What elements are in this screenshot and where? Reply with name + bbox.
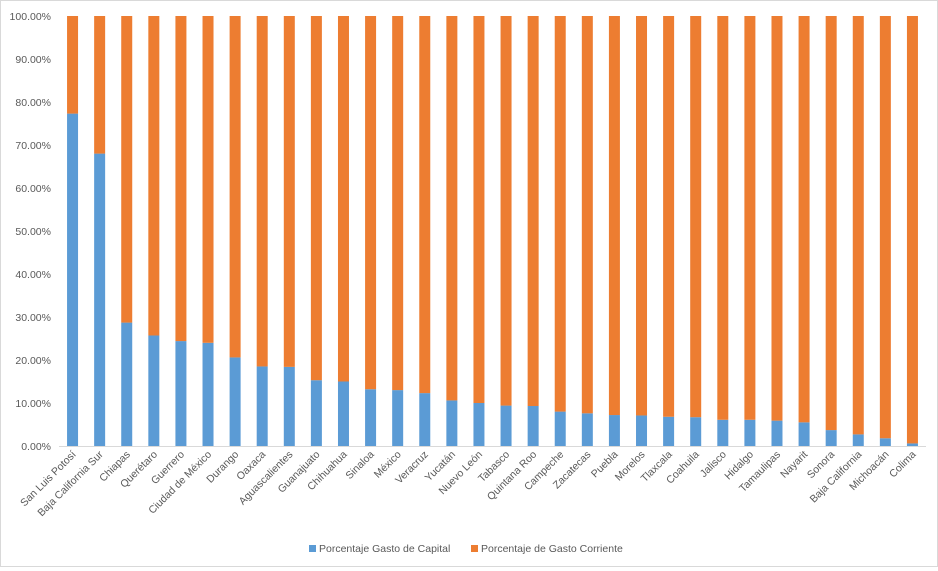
bar-corriente — [771, 16, 783, 421]
bar-corriente — [554, 16, 566, 412]
x-tick-label: Colima — [887, 449, 919, 481]
bar-capital — [744, 419, 756, 446]
bar-capital — [554, 411, 566, 446]
bar-corriente — [608, 16, 620, 416]
legend: Porcentaje Gasto de Capital Porcentaje de… — [309, 543, 623, 555]
bar-capital — [67, 113, 79, 447]
legend-label: Porcentaje de Gasto Corriente — [481, 543, 623, 555]
x-tick-label: Sinaloa — [343, 449, 376, 482]
y-tick-label: 90.00% — [15, 54, 51, 66]
bar-capital — [175, 341, 187, 446]
bar-capital — [636, 415, 648, 446]
y-tick-label: 100.00% — [10, 11, 51, 23]
bar-capital — [852, 434, 864, 446]
y-tick-label: 80.00% — [15, 97, 51, 109]
bar-corriente — [744, 16, 756, 420]
bar-corriente — [879, 16, 891, 439]
bar-corriente — [392, 16, 404, 391]
bar-corriente — [527, 16, 539, 407]
bar-capital — [446, 400, 458, 446]
bar-corriente — [663, 16, 675, 417]
bar-capital — [906, 443, 918, 446]
legend-label: Porcentaje Gasto de Capital — [319, 543, 450, 555]
legend-swatch — [309, 545, 316, 552]
bar-corriente — [202, 16, 214, 343]
y-tick-label: 60.00% — [15, 183, 51, 195]
bar-capital — [771, 420, 783, 446]
bar-capital — [94, 153, 106, 446]
legend-swatch — [471, 545, 478, 552]
bar-corriente — [365, 16, 377, 390]
bar-capital — [527, 406, 539, 446]
bar-capital — [581, 413, 593, 446]
bar-corriente — [581, 16, 593, 414]
bar-capital — [256, 366, 268, 446]
bar-corriente — [229, 16, 241, 358]
x-tick-label: Nayarit — [778, 449, 810, 481]
bar-corriente — [825, 16, 837, 431]
bar-corriente — [717, 16, 729, 420]
bar-corriente — [175, 16, 187, 342]
bar-capital — [121, 322, 133, 446]
y-tick-label: 40.00% — [15, 269, 51, 281]
y-tick-label: 30.00% — [15, 312, 51, 324]
y-axis: 0.00% 10.00% 20.00% 30.00% 40.00% 50.00% 60.00… — [10, 11, 51, 453]
y-tick-label: 70.00% — [15, 140, 51, 152]
bar-capital — [392, 390, 404, 446]
bar-corriente — [446, 16, 458, 401]
bar-capital — [608, 415, 620, 446]
bar-corriente — [852, 16, 864, 435]
bar-corriente — [67, 16, 79, 114]
bar-capital — [663, 416, 675, 446]
y-tick-label: 50.00% — [15, 226, 51, 238]
bar-capital — [879, 438, 891, 446]
bar-corriente — [500, 16, 512, 406]
bar-corriente — [94, 16, 106, 154]
y-tick-label: 20.00% — [15, 355, 51, 367]
bar-capital — [500, 405, 512, 446]
bar-corriente — [148, 16, 160, 336]
bar-capital — [690, 417, 702, 446]
bar-corriente — [283, 16, 295, 367]
y-tick-label: 10.00% — [15, 398, 51, 410]
bar-capital — [202, 342, 214, 446]
bar-corriente — [337, 16, 349, 382]
bars — [67, 16, 918, 447]
bar-capital — [473, 403, 485, 446]
bar-capital — [825, 430, 837, 446]
bar-capital — [148, 335, 160, 446]
bar-capital — [419, 393, 431, 446]
bar-capital — [283, 366, 295, 446]
bar-corriente — [798, 16, 810, 423]
bar-corriente — [690, 16, 702, 418]
bar-capital — [717, 419, 729, 446]
bar-corriente — [906, 16, 918, 444]
bar-capital — [337, 381, 349, 446]
bar-corriente — [636, 16, 648, 416]
bar-corriente — [121, 16, 133, 323]
bar-capital — [229, 357, 241, 446]
bar-corriente — [310, 16, 322, 381]
bar-corriente — [256, 16, 268, 367]
y-tick-label: 0.00% — [21, 441, 51, 453]
bar-capital — [310, 380, 322, 446]
bar-capital — [798, 422, 810, 446]
bar-corriente — [419, 16, 431, 394]
bar-corriente — [473, 16, 485, 403]
bar-capital — [365, 389, 377, 446]
